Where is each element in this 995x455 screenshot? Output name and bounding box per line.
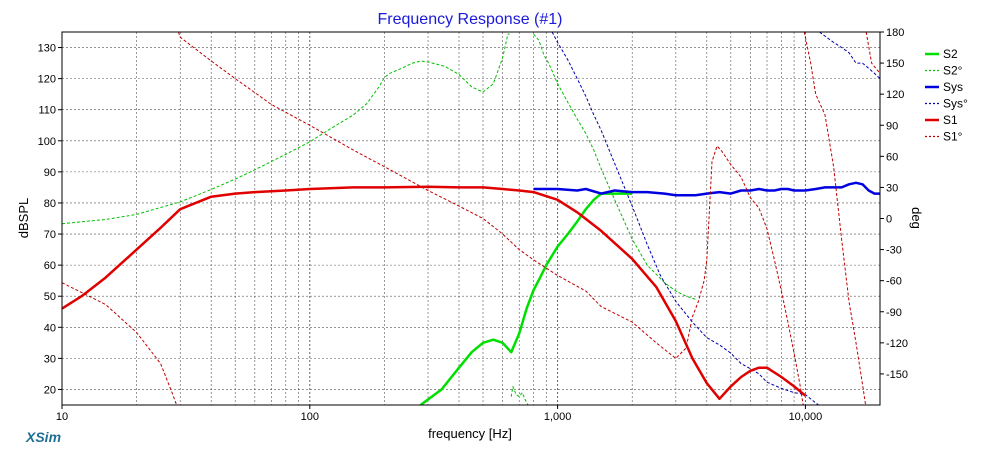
y-tick-label: 40 [44,322,56,334]
x-tick-label: 1,000 [544,411,572,423]
y-tick-label: 100 [38,136,56,148]
series-line-sys [533,181,880,197]
series-line-s1-phase [62,32,880,405]
y-tick-label: 110 [38,105,56,117]
legend-label: Sys° [943,97,968,111]
legend-label: S2 [943,47,958,61]
y2-tick-label: 60 [886,151,898,163]
y2-tick-label: -120 [886,338,908,350]
axis-ticks: 10 100 1,000 10,000 20 30 40 50 60 70 80 90 100 110 12… [38,27,908,423]
x-tick-label: 10,000 [789,411,823,423]
y-axis-label: dBSPL [16,198,31,238]
legend-label: S1 [943,113,958,127]
y-tick-label: 90 [44,167,56,179]
y2-axis-label: deg [909,207,924,229]
y2-tick-label: 150 [886,58,904,70]
y2-tick-label: -30 [886,245,902,257]
legend-label: Sys [943,80,963,94]
x-axis-label: frequency [Hz] [428,426,512,441]
y-tick-label: 20 [44,384,56,396]
chart-title: Frequency Response (#1) [378,11,563,28]
y2-tick-label: 180 [886,27,904,39]
series-line-sys-phase [551,32,880,405]
series-line-s2-phase [62,33,696,405]
y-tick-label: 130 [38,43,56,55]
legend: S2 S2° Sys Sys° S1 S1° [925,47,968,144]
y-tick-label: 80 [44,198,56,210]
y2-tick-label: -60 [886,276,902,288]
y2-tick-label: -150 [886,369,908,381]
legend-label: S2° [943,64,963,78]
y2-tick-label: 120 [886,89,904,101]
legend-label: S1° [943,130,963,144]
x-tick-label: 100 [301,411,319,423]
y-tick-label: 70 [44,229,56,241]
xsim-logo: XSim [25,429,61,445]
grid-lines [62,32,880,405]
y2-tick-label: 90 [886,120,898,132]
y-tick-label: 50 [44,291,56,303]
y-tick-label: 30 [44,353,56,365]
y2-tick-label: -90 [886,307,902,319]
series-line-s1 [62,185,807,401]
y-tick-label: 120 [38,74,56,86]
plot-frame [61,31,881,406]
y-tick-label: 60 [44,260,56,272]
x-tick-label: 10 [56,411,68,423]
series-line-s2 [419,192,633,405]
y2-tick-label: 30 [886,182,898,194]
y2-tick-label: 0 [886,214,892,226]
